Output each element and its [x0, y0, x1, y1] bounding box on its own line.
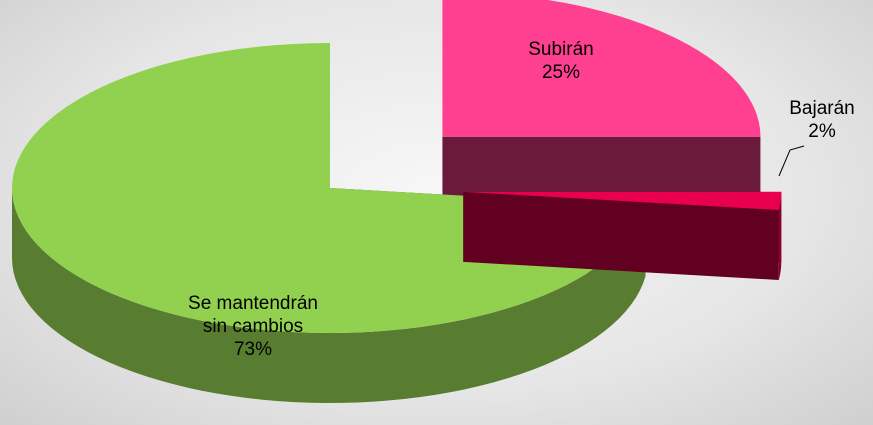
value-label: 25%	[541, 62, 581, 83]
slice-edge	[12, 188, 646, 403]
slice-edge	[778, 191, 782, 280]
category-label: Bajarán	[789, 98, 855, 119]
category-label: Se mantendrán sin cambios	[188, 293, 318, 337]
value-label: 73%	[233, 339, 273, 360]
slice-side	[442, 136, 761, 207]
data-label: Bajarán 2%	[747, 97, 873, 143]
slice-top	[442, 0, 761, 137]
slice-side	[463, 191, 779, 280]
slice	[442, 0, 761, 207]
category-label: Subirán	[528, 39, 594, 60]
leader-line	[778, 145, 805, 177]
value-label: 2%	[808, 121, 836, 142]
slice-top	[463, 191, 782, 210]
slice	[463, 191, 782, 280]
data-label: Se mantendrán sin cambios 73%	[178, 292, 328, 361]
data-label: Subirán 25%	[486, 38, 636, 84]
